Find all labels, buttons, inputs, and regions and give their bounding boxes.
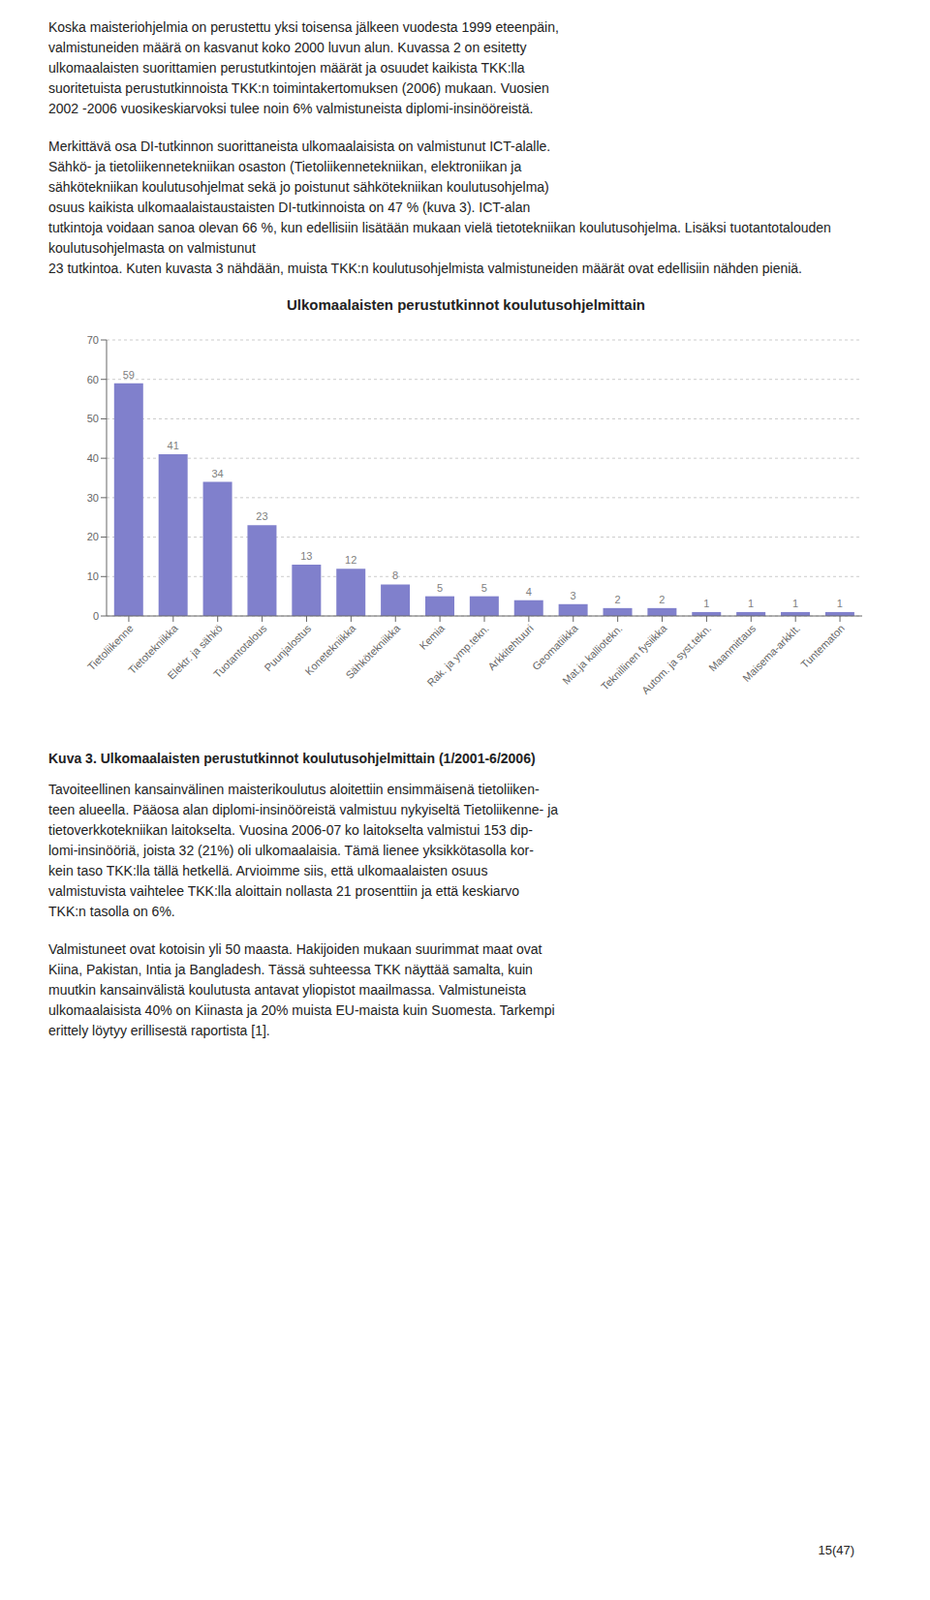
html-text:2002 -2006 vuosikeskiarvoksi t: 2002 -2006 vuosikeskiarvoksi tulee noin … — [48, 100, 534, 117]
svg-text:2: 2 — [658, 593, 665, 606]
html-text:kein taso TKK:lla tällä hetkel: kein taso TKK:lla tällä hetkellä. Arvioi… — [48, 863, 488, 879]
html-text:15(47): 15(47) — [818, 1543, 855, 1558]
html-text:teen alueella. Pääosa alan dip: teen alueella. Pääosa alan diplomi-insin… — [48, 802, 559, 818]
svg-text:Tietoliikenne: Tietoliikenne — [85, 622, 136, 673]
svg-text:Geomatiikka: Geomatiikka — [529, 622, 580, 673]
svg-text:4: 4 — [526, 586, 532, 598]
svg-text:Tuntematon: Tuntematon — [798, 621, 847, 671]
html-text:suoritetuista perustutkinnoist: suoritetuista perustutkinnoista TKK:n to… — [48, 80, 549, 96]
html-text:erittely löytyy erillisestä ra: erittely löytyy erillisestä raportista [… — [48, 1023, 271, 1039]
svg-text:Sähkötekniikka: Sähkötekniikka — [342, 621, 403, 682]
html-text:tutkintoja voidaan sanoa oleva: tutkintoja voidaan sanoa olevan 66 %, ku… — [48, 219, 832, 256]
svg-text:10: 10 — [87, 570, 99, 583]
svg-text:1: 1 — [792, 597, 799, 610]
html-text:sähkötekniikan koulutusohjelma: sähkötekniikan koulutusohjelmat sekä jo … — [48, 179, 550, 195]
svg-text:Maisema-arkkIt.: Maisema-arkkIt. — [740, 621, 803, 684]
svg-text:8: 8 — [392, 569, 399, 582]
svg-text:3: 3 — [570, 589, 577, 602]
html-text:muutkin kansainvälistä koulutu: muutkin kansainvälistä koulutusta antava… — [48, 982, 527, 998]
svg-text:50: 50 — [87, 412, 99, 425]
html-text:Tavoiteellinen kansainvälinen: Tavoiteellinen kansainvälinen maisteriko… — [48, 781, 540, 798]
svg-text:70: 70 — [87, 334, 99, 346]
svg-text:12: 12 — [344, 554, 357, 566]
html-text:TKK:n tasolla on 6%.: TKK:n tasolla on 6%. — [48, 903, 176, 920]
svg-text:23: 23 — [255, 510, 268, 523]
html-text:Kiina, Pakistan, Intia ja Bang: Kiina, Pakistan, Intia ja Bangladesh. Tä… — [48, 961, 533, 978]
html-text:ulkomaalaisista 40% on Kiinast: ulkomaalaisista 40% on Kiinasta ja 20% m… — [48, 1002, 555, 1019]
svg-text:20: 20 — [87, 530, 99, 543]
html-text:valmistuneiden määrä on kasvan: valmistuneiden määrä on kasvanut koko 20… — [48, 39, 527, 56]
html-text:Sähkö- ja tietoliikennetekniik: Sähkö- ja tietoliikennetekniikan osaston… — [48, 158, 522, 175]
svg-text:30: 30 — [87, 492, 99, 504]
svg-text:Mat.ja kalliotekn.: Mat.ja kalliotekn. — [560, 622, 625, 687]
svg-text:60: 60 — [87, 373, 99, 386]
svg-text:41: 41 — [167, 439, 180, 452]
html-text:tietoverkkotekniikan laitoksel: tietoverkkotekniikan laitokselta. Vuosin… — [48, 822, 533, 838]
svg-text:13: 13 — [300, 550, 312, 562]
svg-text:34: 34 — [211, 467, 223, 480]
html-text:lomi-insinööriä, joista 32 (21: lomi-insinööriä, joista 32 (21%) oli ulk… — [48, 842, 534, 859]
html-text:osuus kaikista ulkomaalaistaus: osuus kaikista ulkomaalaistaustaisten DI… — [48, 199, 531, 216]
svg-text:1: 1 — [703, 597, 710, 610]
html-text:Kuva 3. Ulkomaalaisten perustu: Kuva 3. Ulkomaalaisten perustutkinnot ko… — [48, 750, 536, 767]
svg-text:5: 5 — [481, 582, 488, 594]
html-text:Koska maisteriohjelmia on peru: Koska maisteriohjelmia on perustettu yks… — [48, 19, 559, 35]
html-text:Valmistuneet ovat kotoisin yli: Valmistuneet ovat kotoisin yli 50 maasta… — [48, 941, 542, 958]
svg-text:Tietotekniikka: Tietotekniikka — [125, 622, 180, 677]
svg-text:Rak. ja ymp.tekn.: Rak. ja ymp.tekn. — [424, 621, 492, 689]
svg-text:1: 1 — [837, 597, 843, 610]
svg-text:Tuotantotalous: Tuotantotalous — [211, 621, 270, 681]
html-text:ulkomaalaisten suorittamien pe: ulkomaalaisten suorittamien perustutkint… — [48, 60, 525, 76]
html-text:Ulkomaalaisten perustutkinnot: Ulkomaalaisten perustutkinnot koulutusoh… — [286, 296, 646, 313]
html-text:valmistuvista vaihtelee TKK:ll: valmistuvista vaihtelee TKK:lla aloittai… — [48, 883, 520, 899]
svg-text:0: 0 — [93, 610, 99, 622]
svg-text:Maanmittaus: Maanmittaus — [706, 622, 758, 674]
html-text:Merkittävä osa DI-tutkinnon su: Merkittävä osa DI-tutkinnon suorittaneis… — [48, 138, 551, 155]
svg-text:1: 1 — [747, 597, 754, 610]
svg-text:Autom. ja syst.tekn.: Autom. ja syst.tekn. — [639, 621, 713, 696]
html-text:23 tutkintoa. Kuten kuvasta 3: 23 tutkintoa. Kuten kuvasta 3 nähdään, m… — [48, 260, 803, 277]
svg-text:Konetekniikka: Konetekniikka — [302, 622, 358, 678]
svg-text:59: 59 — [123, 369, 135, 381]
svg-text:Arkkitehtuuri: Arkkitehtuuri — [485, 621, 536, 673]
svg-text:Kemia: Kemia — [417, 621, 448, 652]
svg-text:40: 40 — [87, 452, 99, 465]
svg-text:5: 5 — [436, 582, 443, 594]
svg-text:Teknillinen fysiikka: Teknillinen fysiikka — [598, 622, 669, 693]
svg-text:Elektr. ja sähkö: Elektr. ja sähkö — [165, 622, 225, 682]
svg-text:Puunjalostus: Puunjalostus — [261, 622, 314, 674]
svg-text:2: 2 — [614, 593, 620, 606]
